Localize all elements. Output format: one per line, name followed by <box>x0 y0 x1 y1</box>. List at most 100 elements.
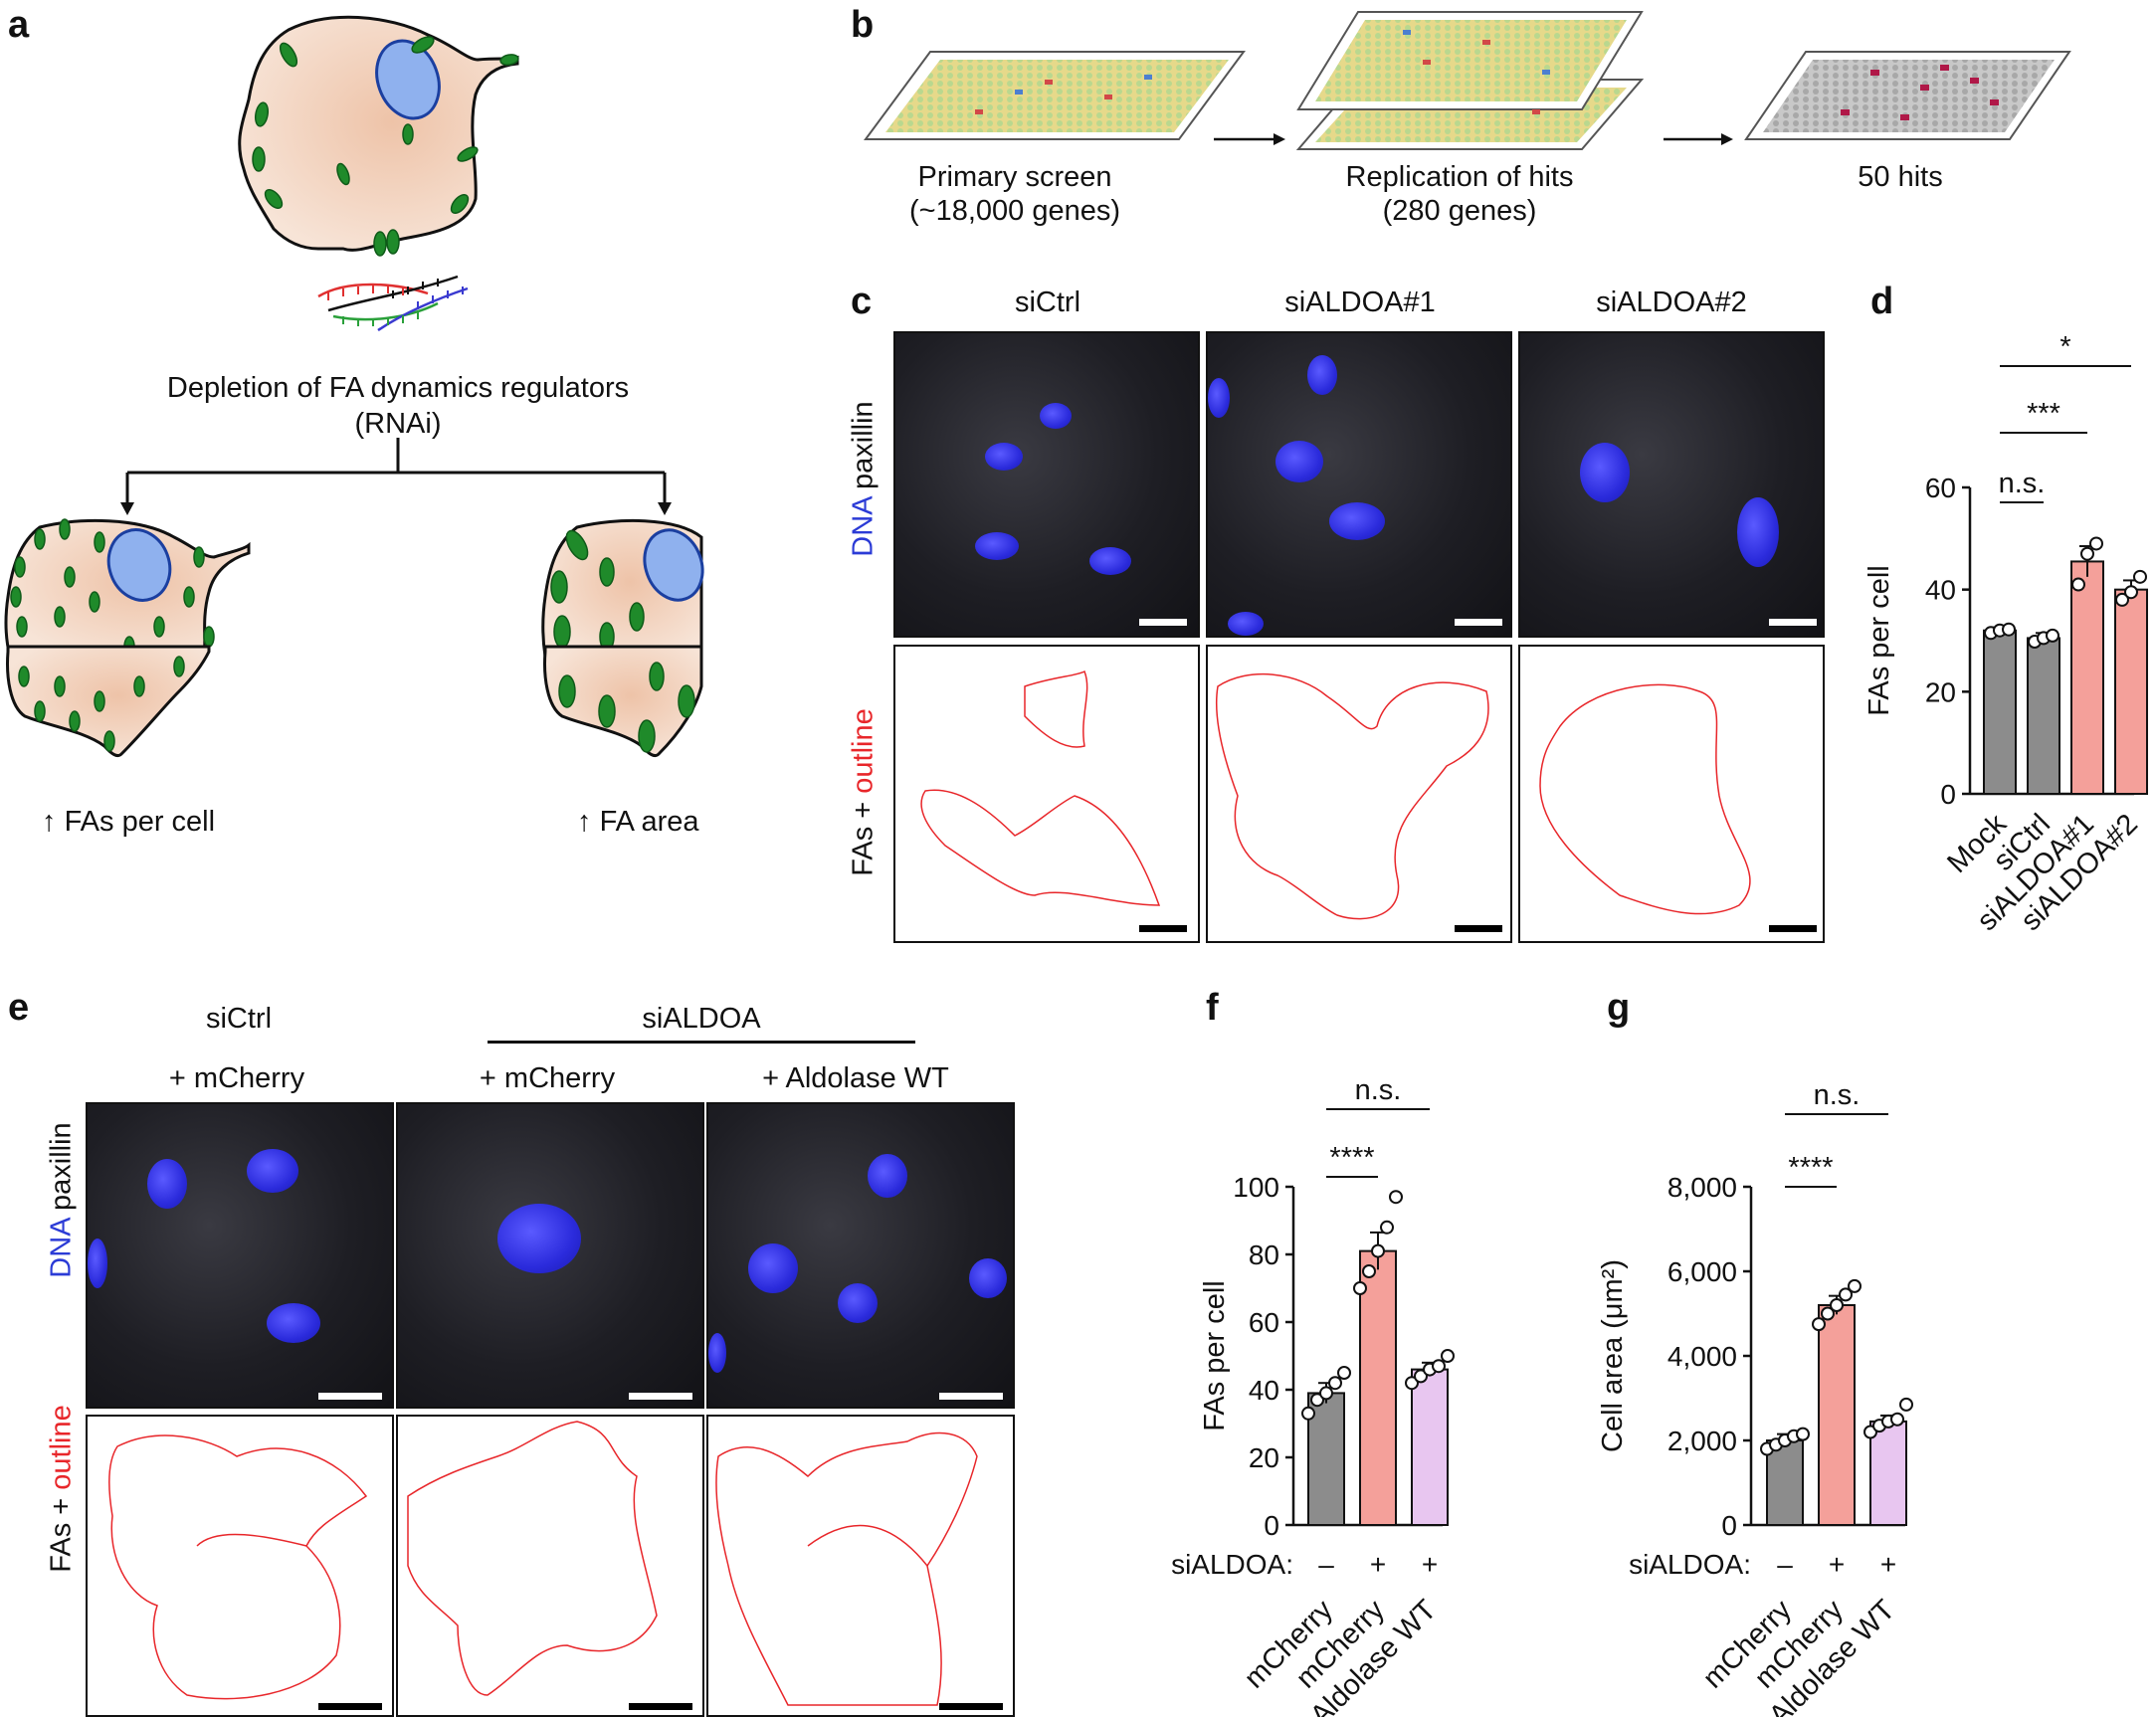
replication-plates <box>1295 11 1645 150</box>
panel-label-g: g <box>1607 987 1631 1029</box>
y-tick-label: 100 <box>1233 1172 1279 1203</box>
e-micrograph-2 <box>396 1102 704 1409</box>
bar <box>1869 1420 1907 1526</box>
data-point <box>2133 569 2147 584</box>
row-value: + <box>1422 1549 1438 1580</box>
e-group-left: siCtrl <box>205 1003 273 1035</box>
step2-line1: Replication of hits <box>1345 161 1574 193</box>
e-outline-1 <box>86 1415 394 1717</box>
y-tick-label: 20 <box>1249 1442 1279 1473</box>
data-point <box>2002 622 2016 637</box>
up-arrow-icon: ↑ <box>577 806 592 838</box>
panel-label-d: d <box>1870 281 1894 322</box>
e-group-right: siALDOA <box>642 1003 761 1035</box>
significance-label: n.s. <box>1814 1079 1861 1111</box>
data-point <box>1890 1412 1904 1427</box>
data-point <box>1337 1366 1351 1380</box>
top-nucleus <box>375 39 441 120</box>
y-tick-label: 60 <box>1925 473 1956 503</box>
data-point <box>1796 1427 1810 1441</box>
data-point <box>2046 628 2059 643</box>
e-micrograph-3 <box>706 1102 1015 1409</box>
c-micrograph-sictrl <box>893 331 1200 638</box>
c-col-3: siALDOA#2 <box>1596 286 1747 318</box>
data-point <box>1830 1298 1844 1312</box>
bar <box>2114 588 2148 795</box>
row-value: – <box>1318 1549 1334 1580</box>
e-col-3: + Aldolase WT <box>762 1062 949 1094</box>
data-point <box>1362 1264 1376 1278</box>
right-result-label: FA area <box>599 806 699 838</box>
dna-label: DNA <box>45 1219 78 1278</box>
bar <box>1983 629 2017 795</box>
c-micrograph-sialdoa1 <box>1206 331 1512 638</box>
step1-line2: (~18,000 genes) <box>908 195 1121 227</box>
row-value: + <box>1880 1549 1896 1580</box>
y-tick-label: 80 <box>1249 1240 1279 1270</box>
outline-label: outline <box>45 1405 78 1490</box>
top-cell <box>238 15 519 252</box>
panel-b-plates <box>864 11 2071 150</box>
data-point <box>2071 577 2085 592</box>
step1-line1: Primary screen <box>917 161 1112 193</box>
y-tick-label: 0 <box>1721 1510 1737 1541</box>
data-point <box>1414 1369 1428 1384</box>
panel-a-caption-line2: (RNAi) <box>354 408 442 440</box>
y-tick-label: 60 <box>1249 1307 1279 1338</box>
data-point <box>2080 546 2094 561</box>
data-point <box>1353 1281 1367 1295</box>
paxillin-label: paxillin <box>847 401 880 498</box>
data-point <box>1371 1243 1385 1258</box>
y-tick-label: 0 <box>1264 1510 1279 1541</box>
panel-a-bottom-cells <box>6 645 703 758</box>
bar <box>1818 1304 1856 1526</box>
data-point <box>1319 1386 1333 1401</box>
e-col-1: + mCherry <box>168 1062 305 1094</box>
significance-label: n.s. <box>1999 468 2046 499</box>
bar <box>1411 1368 1449 1526</box>
bar <box>1359 1249 1397 1526</box>
significance-label: **** <box>1788 1152 1833 1184</box>
significance-label: *** <box>2027 398 2060 430</box>
row-label: siALDOA: <box>1629 1549 1751 1580</box>
data-point <box>1328 1376 1342 1391</box>
significance-label: n.s. <box>1355 1074 1402 1106</box>
row-value: – <box>1777 1549 1793 1580</box>
e-row1-label: DNA paxillin <box>46 1101 79 1300</box>
y-tick-label: 40 <box>1249 1375 1279 1406</box>
y-tick-label: 0 <box>1940 779 1956 810</box>
step2-line2: (280 genes) <box>1382 195 1537 227</box>
e-micrograph-1 <box>86 1102 394 1409</box>
row-value: + <box>1829 1549 1845 1580</box>
y-tick-label: 2,000 <box>1667 1426 1737 1456</box>
data-point <box>2124 585 2138 600</box>
y-tick-label: 20 <box>1925 676 1956 707</box>
e-outline-2 <box>396 1415 704 1717</box>
row-value: + <box>1370 1549 1386 1580</box>
c-outline-sialdoa1 <box>1206 645 1512 943</box>
panel-a-caption-line1: Depletion of FA dynamics regulators <box>166 372 630 404</box>
data-point <box>1821 1306 1835 1321</box>
data-point <box>1301 1406 1315 1421</box>
data-point <box>2115 592 2129 607</box>
c-outline-sialdoa2 <box>1518 645 1825 943</box>
up-arrow-icon: ↑ <box>42 806 57 838</box>
left-result-label: FAs per cell <box>64 806 216 838</box>
c-micrograph-sialdoa2 <box>1518 331 1825 638</box>
bar <box>2070 560 2104 795</box>
data-point <box>1432 1359 1446 1374</box>
y-axis-label: Cell area (μm²) <box>1597 1259 1629 1452</box>
significance-label: **** <box>1329 1142 1374 1174</box>
fas-label: FAs + <box>847 793 880 876</box>
y-tick-label: 4,000 <box>1667 1341 1737 1372</box>
significance-label: * <box>2059 331 2070 363</box>
data-point <box>1899 1397 1913 1412</box>
outline-label: outline <box>847 708 880 794</box>
hits-plate <box>1744 51 2071 140</box>
panel-a-diagram <box>4 15 704 659</box>
y-tick-label: 40 <box>1925 575 1956 606</box>
e-col-2: + mCherry <box>479 1062 616 1094</box>
data-point <box>1389 1190 1403 1205</box>
